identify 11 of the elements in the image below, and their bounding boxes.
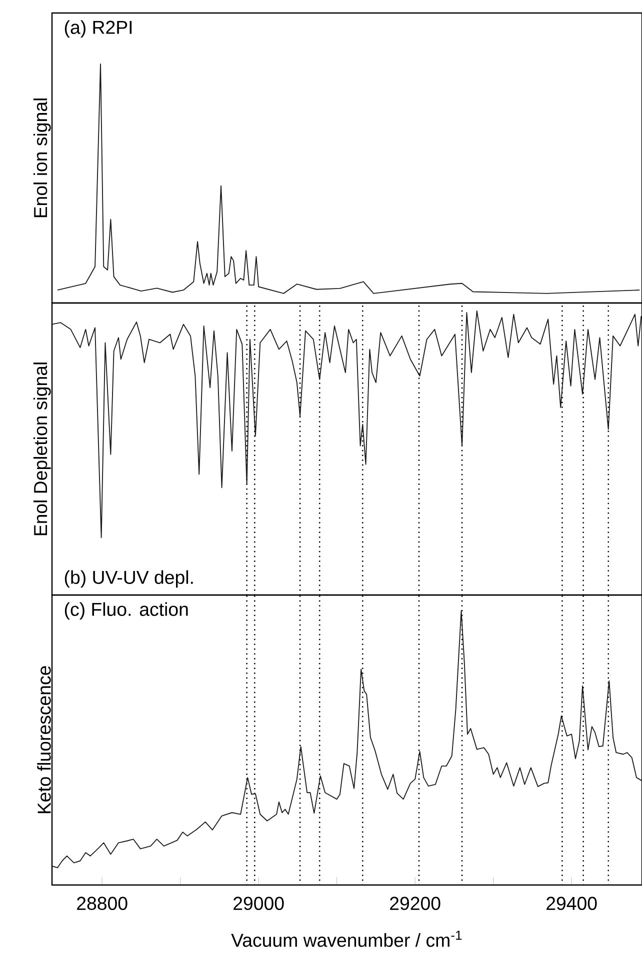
text: (b) UV-UV depl. [64,570,193,588]
x-axis-title: Vacuum wavenumber / cm$^{-1}$ [231,930,462,947]
chart-title: (c) Fluo. action [64,602,188,620]
y-axis-title: Keto fluorescence [37,666,51,814]
chart-title: (a) R2PI [64,20,132,38]
x-tick-label: 29400 [546,896,597,910]
y-axis-title: Enol ion signal [33,98,51,218]
x-tick-label: 29000 [234,896,284,910]
x-tick-label: 28800 [77,896,128,910]
y-axis-title: Enol Depletion signal [33,362,51,536]
x-tick-label: 29200 [390,896,440,910]
